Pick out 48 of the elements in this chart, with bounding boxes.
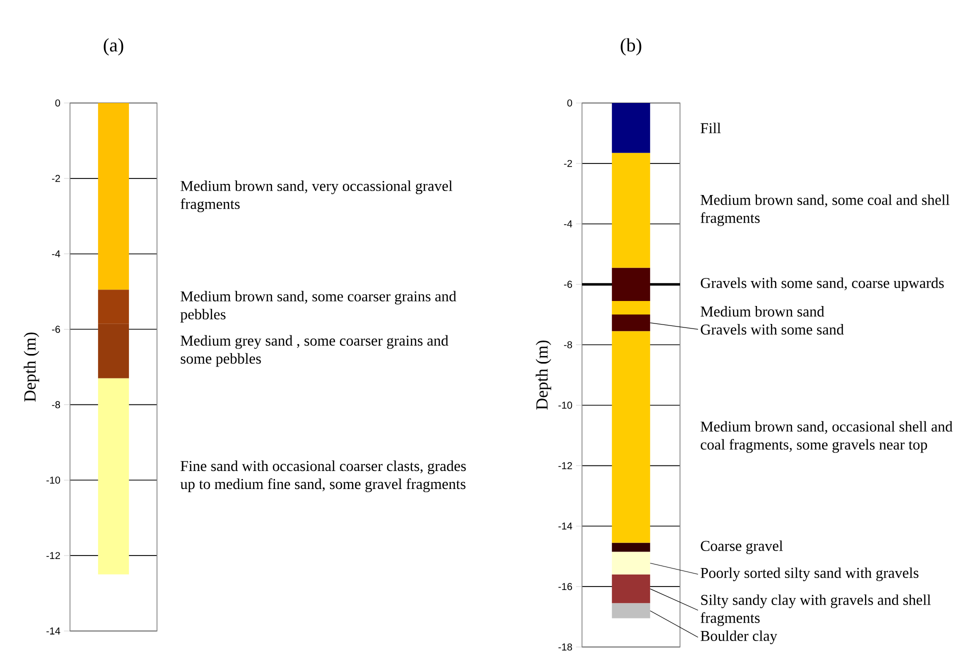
bar [612,300,650,315]
y-tick-label: -4 [564,220,572,228]
text: Boulder clay [700,630,778,644]
text: Medium brown sand [700,306,824,317]
y-tick-label: -6 [52,326,60,333]
text: Coarse gravel [700,540,783,554]
text: Medium brown sand, some coarser grains and pebbles [180,290,456,322]
y-tick-label: -8 [564,341,572,348]
y-tick-label: -2 [564,160,572,167]
text: Fill [700,122,721,134]
text: Medium brown sand, very occassional gravel fragments [180,180,452,212]
text: Medium grey sand , some coarser grains and some pebbles [180,335,448,367]
y-axis-title: Depth (m) [536,340,552,410]
text: Medium brown sand, some coal and shell fragments [700,194,950,226]
y-axis-title: Depth (m) [24,332,40,402]
bar [612,314,650,332]
bar [612,542,650,552]
y-tick-label: -12 [46,552,60,560]
chart-title: (b) [620,38,642,56]
y-tick-label: -14 [46,628,60,634]
text: Gravels with some sand, coarse upwards [700,278,944,292]
bar [612,552,650,574]
text: Silty sandy clay with gravels and shell fragments [700,594,931,626]
bar [98,378,129,574]
y-tick-label: -18 [558,643,572,651]
y-tick-label: -8 [52,401,60,408]
bar [612,102,650,153]
text: Fine sand with occasional coarser clasts, grades up to medium fine sand, some gravel fragments [180,460,466,492]
y-tick-label: -4 [52,250,60,258]
y-tick-label: -14 [558,522,572,530]
bar [612,574,650,604]
text: Medium brown sand, occasional shell and coal fragments, some gravels near top [700,421,952,453]
y-tick-label: -6 [564,280,572,288]
y-tick-label: -2 [52,174,60,182]
text: Gravels with some sand [700,324,844,335]
y-tick-label: 0 [567,99,572,107]
bar [98,102,129,290]
bar [612,331,650,543]
y-tick-label: -10 [558,402,572,409]
y-tick-label: -10 [46,476,60,484]
bar [612,603,650,618]
text: Poorly sorted silty sand with gravels [700,567,918,582]
bar [612,152,650,268]
bar [612,268,650,301]
y-tick-label: 0 [55,99,60,107]
y-tick-label: -12 [558,462,572,470]
chart-title: (a) [104,38,124,56]
y-tick-label: -16 [558,583,572,590]
